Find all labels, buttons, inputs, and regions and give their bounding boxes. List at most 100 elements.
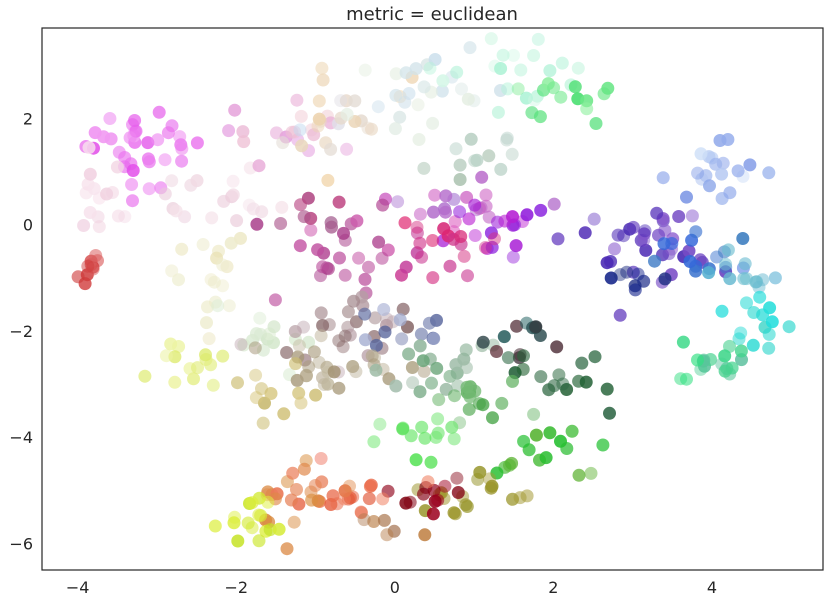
data-point bbox=[589, 117, 603, 130]
data-point bbox=[200, 316, 213, 330]
data-point bbox=[372, 235, 386, 249]
data-point bbox=[312, 94, 326, 108]
data-point bbox=[417, 487, 430, 501]
data-point bbox=[555, 56, 569, 70]
data-point bbox=[234, 337, 248, 351]
data-point bbox=[417, 161, 431, 175]
data-point bbox=[172, 340, 186, 353]
data-point bbox=[431, 493, 445, 507]
data-point bbox=[187, 372, 200, 386]
data-point bbox=[500, 131, 514, 145]
data-point bbox=[413, 339, 427, 353]
data-point bbox=[290, 483, 303, 496]
data-point bbox=[680, 190, 693, 204]
data-point bbox=[138, 369, 152, 383]
data-point bbox=[484, 32, 498, 46]
data-point bbox=[547, 197, 561, 211]
data-point bbox=[295, 139, 309, 153]
data-point bbox=[228, 510, 242, 524]
data-point bbox=[118, 151, 132, 164]
data-point bbox=[297, 462, 311, 476]
data-point bbox=[427, 205, 440, 219]
data-point bbox=[436, 74, 450, 88]
data-point bbox=[236, 125, 250, 139]
data-point bbox=[715, 304, 729, 318]
data-point bbox=[357, 513, 371, 527]
data-point bbox=[125, 178, 139, 191]
data-point bbox=[286, 466, 300, 480]
y-axis-ticks: −6 −4 −2 0 2 bbox=[9, 109, 33, 553]
data-point bbox=[224, 236, 238, 250]
data-point bbox=[216, 349, 230, 363]
data-point bbox=[375, 251, 389, 265]
data-point bbox=[346, 360, 360, 373]
y-tick-label: 0 bbox=[23, 216, 33, 235]
data-point bbox=[461, 269, 474, 283]
data-point bbox=[626, 220, 640, 234]
data-point bbox=[277, 407, 291, 421]
data-point bbox=[207, 275, 221, 289]
data-point bbox=[519, 91, 533, 105]
data-point bbox=[637, 227, 651, 241]
data-point bbox=[483, 472, 497, 486]
data-point bbox=[743, 158, 757, 172]
data-point bbox=[168, 375, 182, 389]
data-point bbox=[302, 335, 316, 349]
data-point bbox=[517, 434, 531, 448]
data-point bbox=[534, 370, 548, 384]
data-point bbox=[118, 210, 132, 224]
data-point bbox=[637, 233, 651, 247]
chart-title: metric = euclidean bbox=[346, 4, 518, 25]
data-point bbox=[459, 498, 473, 512]
data-point bbox=[488, 232, 501, 246]
data-point bbox=[347, 294, 361, 308]
data-point bbox=[424, 455, 438, 469]
x-axis-ticks: −4 −2 0 2 4 bbox=[66, 578, 717, 597]
data-point bbox=[439, 189, 453, 203]
data-point bbox=[484, 226, 498, 240]
data-point bbox=[302, 360, 316, 374]
data-point bbox=[287, 515, 301, 529]
data-point bbox=[413, 207, 427, 221]
data-point bbox=[460, 380, 474, 394]
data-point bbox=[332, 195, 346, 209]
data-point bbox=[141, 136, 155, 150]
data-point bbox=[338, 329, 352, 343]
data-point bbox=[596, 438, 610, 452]
data-point bbox=[723, 272, 737, 286]
data-point bbox=[358, 307, 372, 321]
data-point bbox=[376, 492, 390, 506]
data-point bbox=[309, 388, 323, 402]
data-point bbox=[428, 188, 442, 202]
data-point bbox=[587, 212, 601, 226]
data-point bbox=[490, 345, 503, 358]
data-point bbox=[462, 402, 476, 416]
data-point bbox=[450, 65, 464, 79]
data-point bbox=[290, 93, 304, 107]
data-points bbox=[71, 32, 796, 556]
data-point bbox=[428, 53, 442, 66]
data-point bbox=[656, 171, 670, 185]
x-tick-label: 0 bbox=[390, 578, 400, 597]
data-point bbox=[312, 355, 326, 369]
data-point bbox=[648, 254, 661, 268]
data-point bbox=[459, 343, 473, 357]
data-point bbox=[529, 320, 543, 334]
data-point bbox=[507, 48, 520, 62]
data-point bbox=[611, 228, 625, 242]
data-point bbox=[534, 203, 548, 217]
data-point bbox=[389, 379, 403, 393]
data-point bbox=[272, 522, 286, 536]
data-point bbox=[230, 214, 244, 228]
data-point bbox=[332, 334, 346, 348]
data-point bbox=[550, 340, 564, 354]
data-point bbox=[506, 250, 520, 264]
data-point bbox=[689, 225, 703, 239]
data-point bbox=[685, 209, 699, 223]
data-point bbox=[482, 149, 496, 163]
data-point bbox=[732, 332, 746, 346]
data-point bbox=[560, 383, 574, 396]
data-point bbox=[304, 223, 318, 237]
data-point bbox=[308, 479, 322, 492]
data-point bbox=[734, 344, 748, 358]
